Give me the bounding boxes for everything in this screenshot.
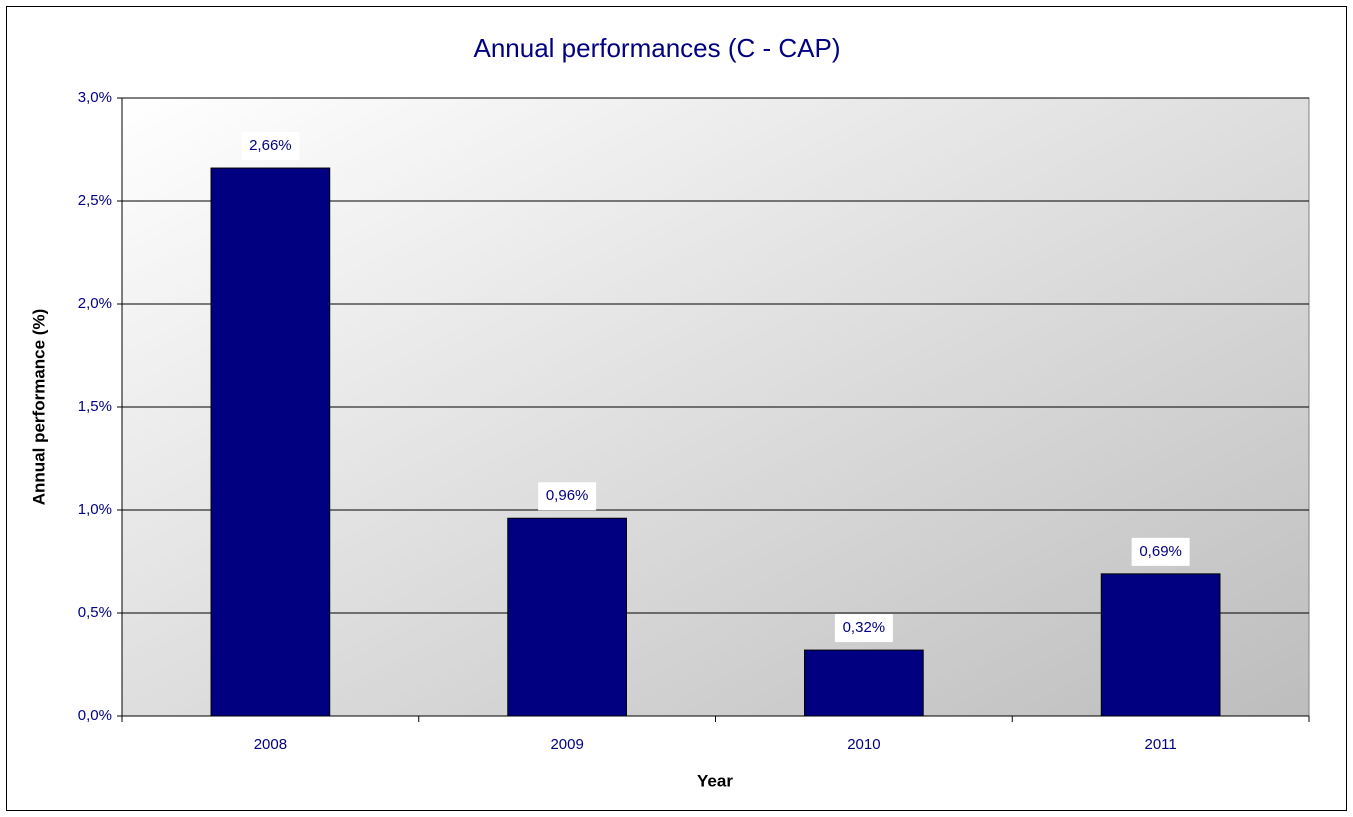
data-label-background xyxy=(834,614,893,643)
data-label-background xyxy=(1131,537,1190,566)
data-label-background xyxy=(241,132,300,161)
y-tick-label: 2,0% xyxy=(78,295,112,312)
y-axis-label: Annual performance (%) xyxy=(29,309,48,505)
bar xyxy=(210,167,331,717)
y-tick-label: 0,5% xyxy=(78,604,112,621)
x-tick-label: 2010 xyxy=(847,736,880,753)
x-axis-label: Year xyxy=(697,771,733,790)
bar xyxy=(507,517,627,717)
y-tick-label: 0,0% xyxy=(78,707,112,724)
data-label: 0,96% xyxy=(546,487,589,504)
x-tick-label: 2009 xyxy=(550,736,583,753)
bar xyxy=(1100,573,1221,717)
x-tick-label: 2008 xyxy=(254,736,287,753)
y-tick-label: 2,5% xyxy=(78,192,112,209)
data-label-background xyxy=(538,482,597,511)
y-tick-label: 3,0% xyxy=(78,89,112,106)
chart-title: Annual performances (C - CAP) xyxy=(473,33,840,63)
y-tick-label: 1,0% xyxy=(78,501,112,518)
data-label: 0,69% xyxy=(1139,543,1182,560)
data-label: 0,32% xyxy=(843,619,886,636)
bar xyxy=(804,649,924,717)
x-tick-label: 2011 xyxy=(1144,736,1176,753)
data-label: 2,66% xyxy=(249,137,292,154)
y-tick-label: 1,5% xyxy=(78,398,112,415)
